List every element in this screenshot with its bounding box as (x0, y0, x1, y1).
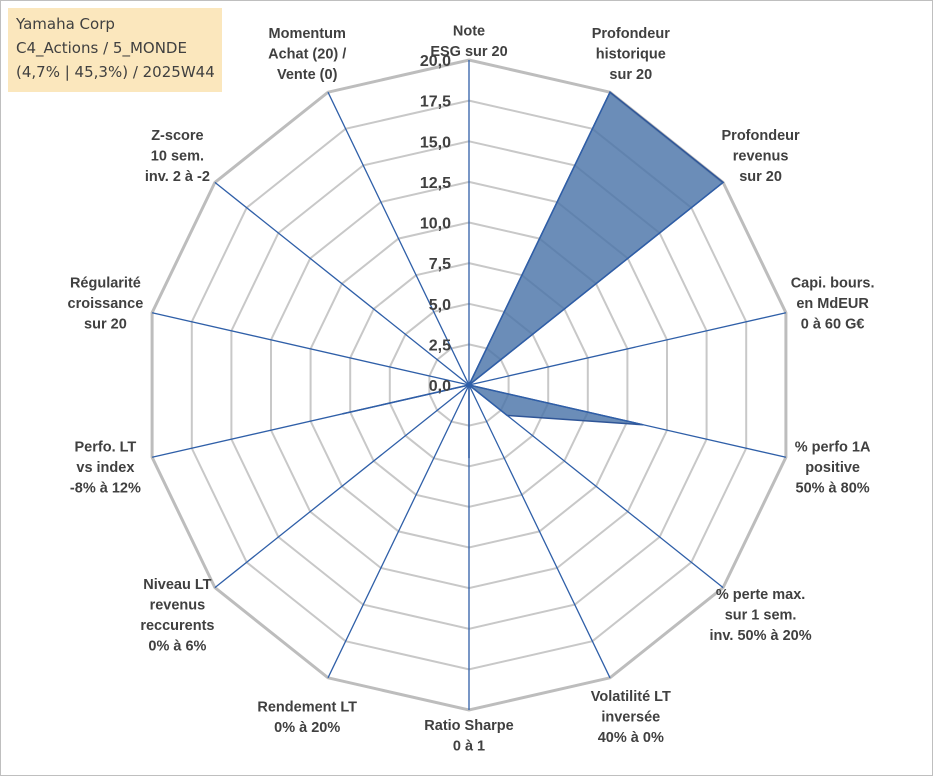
tick-label: 10,0 (420, 216, 451, 233)
series-area (342, 91, 725, 459)
tick-label: 5,0 (429, 297, 451, 314)
axis-label-line: Volatilité LT (591, 689, 671, 705)
axis-spoke (468, 91, 611, 386)
axis-label: % perte max. sur 1 sem. inv. 50% à 20% (710, 587, 812, 644)
tick-label: 15,0 (420, 134, 451, 151)
title-box: Yamaha Corp C4_Actions / 5_MONDE (4,7% |… (8, 8, 222, 92)
axis-label: Régularité croissance sur 20 (68, 276, 144, 333)
axis-label-line: Note (453, 24, 485, 40)
axis-label-line: -8% à 12% (70, 480, 141, 496)
axis-label-line: 0 à 60 G€ (801, 317, 865, 333)
axis-label-line: % perfo 1A (795, 439, 871, 455)
axis-label-line: 0% à 6% (148, 638, 206, 654)
axis-label-line: % perte max. (716, 587, 805, 603)
axis-label-line: inv. 50% à 20% (710, 628, 812, 644)
axis-label: Perfo. LT vs index -8% à 12% (70, 439, 141, 496)
label-layer: Note ESG sur 20 Profondeur historique sur 20… (68, 24, 875, 755)
axis-label-line: 0% à 20% (274, 720, 340, 736)
axis-label-line: Ratio Sharpe (424, 718, 513, 734)
tick-label: 17,5 (420, 94, 451, 111)
axis-label-line: croissance (68, 296, 144, 312)
tick-label: 2,5 (429, 337, 451, 354)
axis-label: Note ESG sur 20 (430, 24, 507, 61)
axis-label-line: positive (805, 460, 860, 476)
axis-label-line: Momentum (269, 26, 346, 42)
axis-label-line: Rendement LT (257, 700, 357, 716)
tick-label: 0,0 (429, 378, 451, 395)
tick-label: 7,5 (429, 256, 451, 273)
axis-label-line: Régularité (70, 276, 141, 292)
axis-spoke (468, 181, 724, 386)
axis-label-line: historique (596, 46, 666, 62)
axis-spoke (468, 384, 787, 458)
axis-spoke (468, 312, 787, 386)
axis-label-line: en MdEUR (796, 296, 869, 312)
axis-spoke (327, 91, 470, 386)
axis-label-line: sur 1 sem. (725, 608, 797, 624)
axis-label-line: Achat (20) / (268, 46, 346, 62)
axis-label: % perfo 1A positive 50% à 80% (795, 439, 871, 496)
axis-label-line: sur 20 (609, 67, 652, 83)
axis-spoke (151, 384, 470, 458)
axis-label-line: revenus (733, 148, 789, 164)
axis-label-line: 40% à 0% (598, 730, 664, 746)
axis-label-line: 0 à 1 (453, 739, 485, 755)
axis-spoke (151, 312, 470, 386)
axis-label: Rendement LT 0% à 20% (257, 700, 357, 737)
axis-spoke (214, 181, 470, 386)
axis-spoke (468, 384, 724, 589)
axis-label: Momentum Achat (20) / Vente (0) (268, 26, 346, 83)
axis-label-line: sur 20 (84, 317, 127, 333)
axis-label-line: Capi. bours. (791, 276, 875, 292)
axis-label: Capi. bours. en MdEUR 0 à 60 G€ (791, 276, 875, 333)
axis-label-line: Profondeur (722, 128, 800, 144)
tick-label: 12,5 (420, 175, 451, 192)
tick-layer: 0,0 2,5 5,0 7,5 10,0 12,5 15,0 17,5 20,0 (420, 53, 451, 395)
spoke-layer (151, 60, 787, 710)
axis-spoke (327, 384, 470, 679)
axis-label: Z-score 10 sem. inv. 2 à -2 (145, 128, 210, 185)
series-layer (342, 91, 725, 459)
axis-label-line: 50% à 80% (796, 480, 870, 496)
axis-label-line: Vente (0) (277, 67, 338, 83)
axis-label: Ratio Sharpe 0 à 1 (424, 718, 513, 755)
axis-label-line: Perfo. LT (75, 439, 137, 455)
axis-label-line: inversée (601, 710, 660, 726)
title-line-stats: (4,7% | 45,3%) / 2025W44 (16, 63, 215, 81)
axis-label-line: inv. 2 à -2 (145, 169, 210, 185)
axis-label-line: Profondeur (592, 26, 670, 42)
axis-label-line: 10 sem. (151, 148, 204, 164)
axis-label-line: revenus (150, 597, 206, 613)
axis-spoke (468, 384, 611, 679)
axis-label-line: reccurents (140, 618, 214, 634)
axis-label-line: ESG sur 20 (430, 44, 507, 60)
axis-label-line: vs index (76, 460, 134, 476)
title-line-company: Yamaha Corp (16, 15, 115, 33)
tick-label: 20,0 (420, 53, 451, 70)
axis-label: Profondeur historique sur 20 (592, 26, 670, 83)
axis-label: Niveau LT revenus reccurents 0% à 6% (140, 577, 214, 655)
axis-label-line: sur 20 (739, 169, 782, 185)
axis-spoke (214, 384, 470, 589)
axis-label-line: Niveau LT (143, 577, 211, 593)
axis-label: Volatilité LT inversée 40% à 0% (591, 689, 671, 746)
axis-label: Profondeur revenus sur 20 (722, 128, 800, 185)
axis-label-line: Z-score (151, 128, 203, 144)
title-line-category: C4_Actions / 5_MONDE (16, 39, 187, 57)
